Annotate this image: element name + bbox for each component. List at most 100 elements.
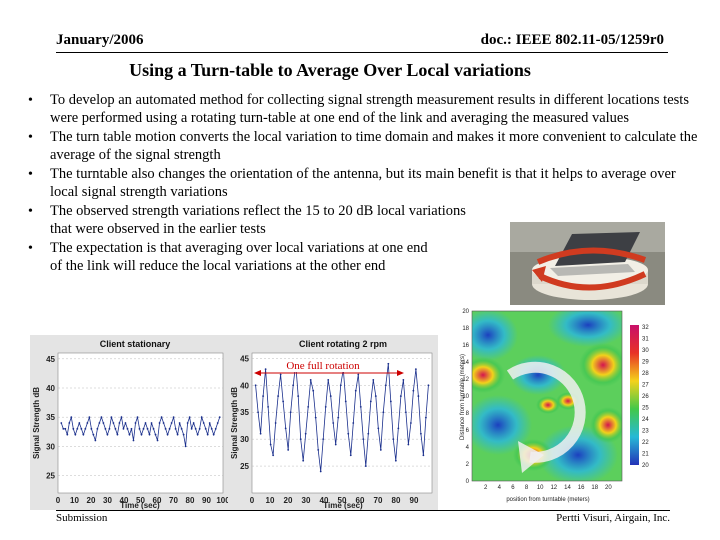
data-point xyxy=(180,427,183,430)
data-point xyxy=(112,422,115,424)
data-point xyxy=(154,433,157,436)
heatmap-field xyxy=(472,311,622,481)
data-point xyxy=(289,411,292,414)
data-point xyxy=(150,422,153,424)
data-point xyxy=(72,427,75,430)
x-tick-label: 12 xyxy=(550,485,557,491)
data-point xyxy=(337,416,340,419)
heatmap-high-region xyxy=(536,396,560,414)
data-point xyxy=(192,422,195,424)
plot-area xyxy=(471,310,623,482)
annotation-arrowhead-left xyxy=(254,370,261,376)
bullet-item: • The turn table motion converts the loca… xyxy=(28,129,697,164)
data-point xyxy=(287,449,290,451)
data-point xyxy=(164,427,167,430)
data-point xyxy=(269,443,272,446)
y-tick-label: 8 xyxy=(466,411,470,417)
colorbar-tick-label: 27 xyxy=(642,383,649,389)
data-point xyxy=(104,427,107,430)
heatmap-low-region xyxy=(548,311,622,347)
footer-rule xyxy=(56,510,670,511)
data-point xyxy=(86,422,89,424)
plot-area xyxy=(57,352,224,494)
data-point xyxy=(357,373,360,376)
data-point xyxy=(160,416,163,419)
bullet-dot: • xyxy=(28,167,33,182)
data-point xyxy=(200,416,203,419)
data-point xyxy=(82,433,85,436)
y-tick-label: 30 xyxy=(46,442,55,451)
bullet-dot: • xyxy=(28,241,33,256)
x-axis-label: position from turntable (meters) xyxy=(506,497,589,503)
data-point xyxy=(264,368,267,371)
footer-author: Pertti Visuri, Airgain, Inc. xyxy=(556,512,670,524)
rotation-arrow-lower xyxy=(538,271,647,291)
colorbar-tick-label: 29 xyxy=(642,360,649,366)
data-point xyxy=(377,427,380,430)
x-tick-label: 4 xyxy=(498,485,502,491)
y-tick-label: 16 xyxy=(462,343,469,349)
data-point xyxy=(168,427,171,430)
data-point xyxy=(204,427,207,430)
colorbar xyxy=(630,325,639,465)
y-tick-label: 25 xyxy=(46,472,55,481)
data-point xyxy=(364,465,367,467)
y-tick-label: 10 xyxy=(462,394,469,400)
x-tick-label: 90 xyxy=(202,496,211,505)
heatmap-high-region xyxy=(472,357,505,393)
data-point xyxy=(80,427,83,430)
x-tick-label: 10 xyxy=(537,485,544,491)
plot-area xyxy=(251,352,433,494)
data-point xyxy=(389,400,392,403)
bullet-dot: • xyxy=(28,130,33,145)
annotation-label: One full rotation xyxy=(286,360,360,372)
annotation-arrowhead-right xyxy=(397,370,404,376)
turntable-photo xyxy=(510,222,665,307)
bullet-item: • To develop an automated method for coll… xyxy=(28,92,689,127)
data-point xyxy=(178,422,181,424)
data-point xyxy=(272,454,275,457)
data-point xyxy=(312,389,315,392)
data-point xyxy=(108,427,111,430)
data-point xyxy=(349,454,352,457)
data-point xyxy=(414,368,417,371)
data-point xyxy=(399,395,402,397)
data-point xyxy=(106,433,109,436)
data-point xyxy=(74,433,77,436)
data-point xyxy=(352,422,355,424)
y-tick-label: 45 xyxy=(46,355,55,364)
data-point xyxy=(299,438,302,441)
data-point xyxy=(212,433,215,436)
data-point xyxy=(118,422,121,424)
x-tick-label: 90 xyxy=(410,496,419,505)
data-point xyxy=(254,384,257,387)
data-point xyxy=(372,379,375,381)
data-point xyxy=(324,405,327,408)
data-point xyxy=(302,459,305,462)
data-point xyxy=(148,433,151,436)
data-point xyxy=(126,427,129,430)
chart-title: Client stationary xyxy=(100,339,171,349)
data-point xyxy=(259,432,262,435)
data-point xyxy=(184,445,187,448)
x-axis-label: Time (sec) xyxy=(323,501,363,510)
data-point xyxy=(367,432,370,435)
data-point xyxy=(170,422,173,424)
heatmap-low-region xyxy=(472,395,532,455)
data-point xyxy=(322,438,325,441)
bullet-item: • The expectation is that averaging over … xyxy=(28,240,688,275)
chart-client-rotating: Client rotating 2 rpm 25 30 35 40 45 0 10 20 30… xyxy=(228,335,438,510)
data-point xyxy=(359,405,362,408)
annotation-label-bg xyxy=(273,359,373,372)
data-point xyxy=(102,422,105,424)
heatmap-low-region xyxy=(472,311,518,361)
data-point xyxy=(369,400,372,403)
x-tick-label: 40 xyxy=(120,496,129,505)
data-point xyxy=(114,427,117,430)
x-tick-label: 18 xyxy=(591,485,598,491)
data-point xyxy=(68,422,71,424)
y-tick-label: 35 xyxy=(46,413,55,422)
x-tick-label: 70 xyxy=(169,496,178,505)
x-tick-label: 60 xyxy=(356,496,365,505)
